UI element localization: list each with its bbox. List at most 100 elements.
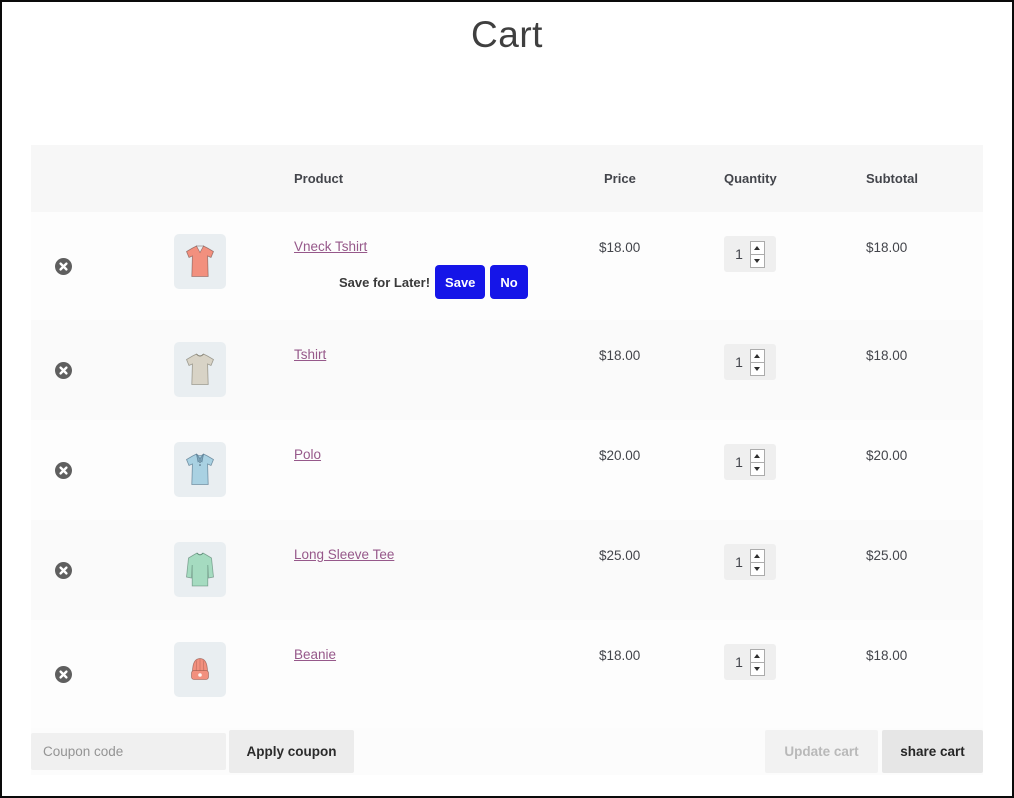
price-cell: $18.00 — [599, 212, 724, 320]
price-cell: $20.00 — [599, 420, 724, 520]
thumbnail-cell — [95, 520, 294, 620]
product-cell: Polo — [294, 420, 599, 520]
save-for-later-label: Save for Later! — [339, 274, 431, 290]
quantity-value: 1 — [735, 354, 743, 370]
title-area: Cart — [2, 2, 1012, 145]
product-cell: Vneck Tshirt Save for Later! Save No — [294, 212, 599, 320]
quantity-input[interactable]: 1 — [724, 444, 776, 480]
product-thumbnail[interactable] — [174, 542, 226, 597]
product-link[interactable]: Polo — [294, 447, 322, 462]
quantity-value: 1 — [735, 654, 743, 670]
price-value: $25.00 — [599, 548, 641, 563]
remove-item-icon[interactable] — [54, 461, 72, 479]
update-cart-button[interactable]: Update cart — [765, 730, 878, 773]
product-link[interactable]: Long Sleeve Tee — [294, 547, 395, 562]
save-button[interactable]: Save — [435, 265, 486, 299]
spinner-up-icon[interactable] — [750, 350, 764, 363]
remove-cell — [31, 320, 95, 420]
remove-item-icon[interactable] — [54, 361, 72, 379]
remove-cell — [31, 420, 95, 520]
spinner-down-icon[interactable] — [751, 255, 764, 267]
spinner-up-icon[interactable] — [750, 242, 764, 255]
quantity-cell: 1 — [724, 620, 866, 728]
remove-cell — [31, 620, 95, 728]
beanie-image — [191, 657, 209, 680]
quantity-cell: 1 — [724, 320, 866, 420]
cart-actions-bar: Apply coupon Update cart share cart — [31, 728, 983, 775]
quantity-input[interactable]: 1 — [724, 236, 776, 272]
quantity-spinner — [749, 448, 765, 476]
cart-item-row: Polo $20.00 1 $20.00 — [31, 420, 983, 520]
spinner-up-icon[interactable] — [750, 450, 764, 463]
subtotal-value: $18.00 — [866, 348, 908, 363]
product-thumbnail[interactable] — [174, 342, 226, 397]
quantity-input[interactable]: 1 — [724, 344, 776, 380]
product-thumbnail[interactable] — [174, 442, 226, 497]
column-header-subtotal: Subtotal — [866, 171, 918, 186]
cart-item-row: Vneck Tshirt Save for Later! Save No $18… — [31, 212, 983, 320]
quantity-value: 1 — [735, 246, 743, 262]
price-value: $18.00 — [599, 648, 641, 663]
quantity-spinner — [749, 548, 765, 576]
subtotal-value: $20.00 — [866, 448, 908, 463]
price-value: $20.00 — [599, 448, 641, 463]
thumbnail-cell — [95, 212, 294, 320]
cart-rows: Vneck Tshirt Save for Later! Save No $18… — [31, 212, 983, 728]
cart-item-row: Long Sleeve Tee $25.00 1 $25.00 — [31, 520, 983, 620]
spinner-down-icon[interactable] — [751, 363, 764, 375]
remove-item-icon[interactable] — [54, 561, 72, 579]
polo-image — [185, 452, 215, 485]
quantity-cell: 1 — [724, 212, 866, 320]
cart-item-row: Beanie $18.00 1 $18.00 — [31, 620, 983, 728]
quantity-cell: 1 — [724, 520, 866, 620]
cart-table-header: Product Price Quantity Subtotal — [31, 145, 983, 212]
apply-coupon-button[interactable]: Apply coupon — [229, 730, 354, 773]
subtotal-cell: $18.00 — [866, 620, 983, 728]
vneck-tshirt-image — [185, 245, 215, 277]
product-link[interactable]: Tshirt — [294, 347, 327, 362]
quantity-value: 1 — [735, 554, 743, 570]
cart-item-row: Tshirt $18.00 1 $18.00 — [31, 320, 983, 420]
spinner-up-icon[interactable] — [750, 550, 764, 563]
subtotal-value: $18.00 — [866, 648, 908, 663]
spinner-up-icon[interactable] — [750, 650, 764, 663]
tshirt-image — [185, 353, 215, 385]
spinner-down-icon[interactable] — [751, 663, 764, 675]
thumbnail-cell — [95, 320, 294, 420]
subtotal-value: $25.00 — [866, 548, 908, 563]
share-cart-button[interactable]: share cart — [882, 730, 983, 773]
spinner-down-icon[interactable] — [751, 463, 764, 475]
subtotal-cell: $25.00 — [866, 520, 983, 620]
column-header-product: Product — [294, 171, 344, 186]
quantity-spinner — [749, 648, 765, 676]
spinner-down-icon[interactable] — [751, 563, 764, 575]
coupon-code-input[interactable] — [31, 733, 226, 770]
subtotal-cell: $20.00 — [866, 420, 983, 520]
thumbnail-cell — [95, 620, 294, 728]
thumbnail-cell — [95, 420, 294, 520]
long-sleeve-tee-image — [186, 552, 214, 586]
product-thumbnail[interactable] — [174, 642, 226, 697]
product-thumbnail[interactable] — [174, 234, 226, 289]
save-for-later: Save for Later! Save No — [339, 265, 599, 299]
quantity-input[interactable]: 1 — [724, 644, 776, 680]
product-cell: Tshirt — [294, 320, 599, 420]
product-cell: Long Sleeve Tee — [294, 520, 599, 620]
remove-item-icon[interactable] — [54, 257, 72, 275]
column-header-price: Price — [604, 171, 636, 186]
quantity-spinner — [749, 240, 765, 268]
quantity-spinner — [749, 348, 765, 376]
subtotal-cell: $18.00 — [866, 320, 983, 420]
subtotal-cell: $18.00 — [866, 212, 983, 320]
no-button[interactable]: No — [490, 265, 528, 299]
price-value: $18.00 — [599, 240, 641, 255]
product-link[interactable]: Vneck Tshirt — [294, 239, 368, 254]
price-cell: $18.00 — [599, 320, 724, 420]
quantity-input[interactable]: 1 — [724, 544, 776, 580]
product-link[interactable]: Beanie — [294, 647, 337, 662]
remove-item-icon[interactable] — [54, 665, 72, 683]
quantity-cell: 1 — [724, 420, 866, 520]
quantity-value: 1 — [735, 454, 743, 470]
cart-table: Product Price Quantity Subtotal Vneck Ts… — [31, 145, 983, 775]
